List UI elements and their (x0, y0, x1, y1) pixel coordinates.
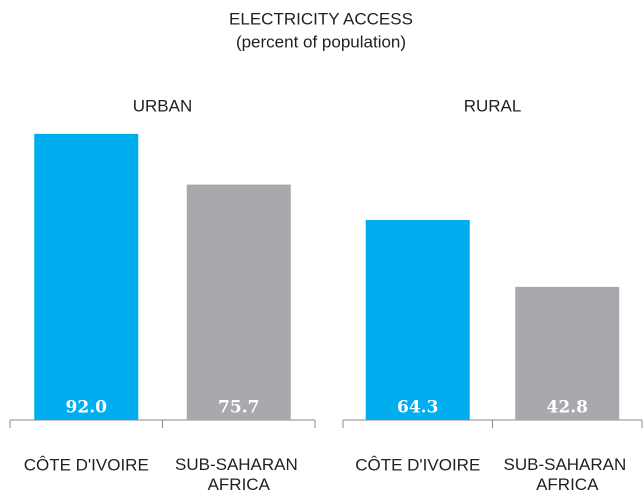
panel-title: URBAN (133, 96, 193, 115)
bar (365, 220, 470, 420)
value-label: 42.8 (547, 398, 588, 418)
chart-title: ELECTRICITY ACCESS (229, 9, 413, 28)
bar (515, 286, 620, 420)
panel-title: RURAL (464, 96, 522, 115)
x-tick-label: SUB-SAHARAN AFRICA (175, 455, 303, 494)
value-label: 75.7 (218, 398, 259, 418)
x-tick-label: SUB-SAHARAN AFRICA (503, 455, 631, 494)
x-tick-label: CÔTE D'IVOIRE (24, 455, 149, 474)
bar (34, 133, 139, 420)
bar (186, 184, 291, 420)
value-label: 64.3 (397, 398, 438, 418)
x-tick-label: CÔTE D'IVOIRE (355, 455, 480, 474)
chart-subtitle: (percent of population) (236, 32, 406, 51)
value-label: 92.0 (66, 398, 108, 418)
